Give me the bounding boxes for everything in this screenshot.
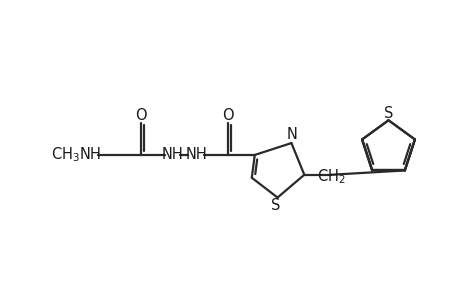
Text: O: O — [135, 108, 146, 123]
Text: S: S — [270, 198, 280, 213]
Text: N: N — [286, 127, 297, 142]
Text: CH$_3$NH: CH$_3$NH — [51, 146, 101, 164]
Text: CH$_2$: CH$_2$ — [316, 167, 345, 186]
Text: O: O — [222, 108, 233, 123]
Text: S: S — [383, 106, 392, 121]
Text: NH: NH — [161, 148, 183, 163]
Text: NH: NH — [185, 148, 207, 163]
